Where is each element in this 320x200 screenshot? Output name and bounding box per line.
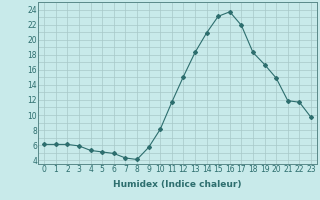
X-axis label: Humidex (Indice chaleur): Humidex (Indice chaleur): [113, 180, 242, 189]
